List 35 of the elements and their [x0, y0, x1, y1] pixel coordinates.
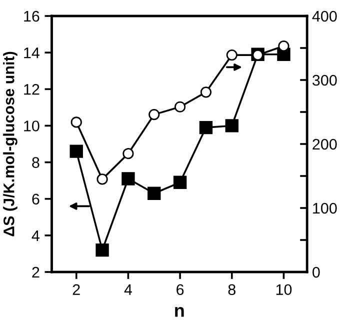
y-tick-label: 14 [24, 48, 40, 58]
y2-tick-label: 200 [312, 138, 337, 150]
x-tick-label: 4 [124, 284, 132, 295]
point [278, 40, 290, 52]
x-axis-title: n [175, 306, 184, 317]
point [226, 49, 238, 61]
point [173, 176, 187, 189]
point [122, 148, 134, 160]
y-tick-label: 2 [32, 266, 40, 278]
x-tick-label: 6 [176, 284, 184, 296]
point [225, 119, 238, 132]
y2-tick-label: 400 [312, 10, 337, 22]
y-tick-label: 6 [32, 194, 40, 205]
y2-tick-label: 100 [313, 202, 337, 214]
y-tick-label: 16 [24, 10, 40, 22]
point [148, 186, 161, 200]
y-tick-label: 12 [24, 84, 40, 95]
point [122, 172, 135, 186]
point [70, 116, 82, 128]
point [96, 174, 108, 185]
x-tick-label: 2 [72, 284, 80, 295]
point [200, 86, 212, 98]
x-tick-label: 10 [276, 284, 292, 296]
point [199, 120, 213, 134]
y-tick-label: 4 [32, 230, 40, 241]
point [70, 144, 83, 158]
y-tick-label: 10 [24, 120, 40, 132]
point [174, 101, 186, 112]
y2-tick-label: 300 [312, 74, 337, 86]
y-axis-title: ΔS (J/K.mol-glucose unit) [3, 52, 18, 236]
point [148, 109, 160, 120]
x-tick-label: 8 [228, 284, 236, 296]
point [96, 243, 109, 257]
y2-tick-label: 0 [312, 266, 320, 278]
y-tick-label: 8 [32, 157, 40, 168]
